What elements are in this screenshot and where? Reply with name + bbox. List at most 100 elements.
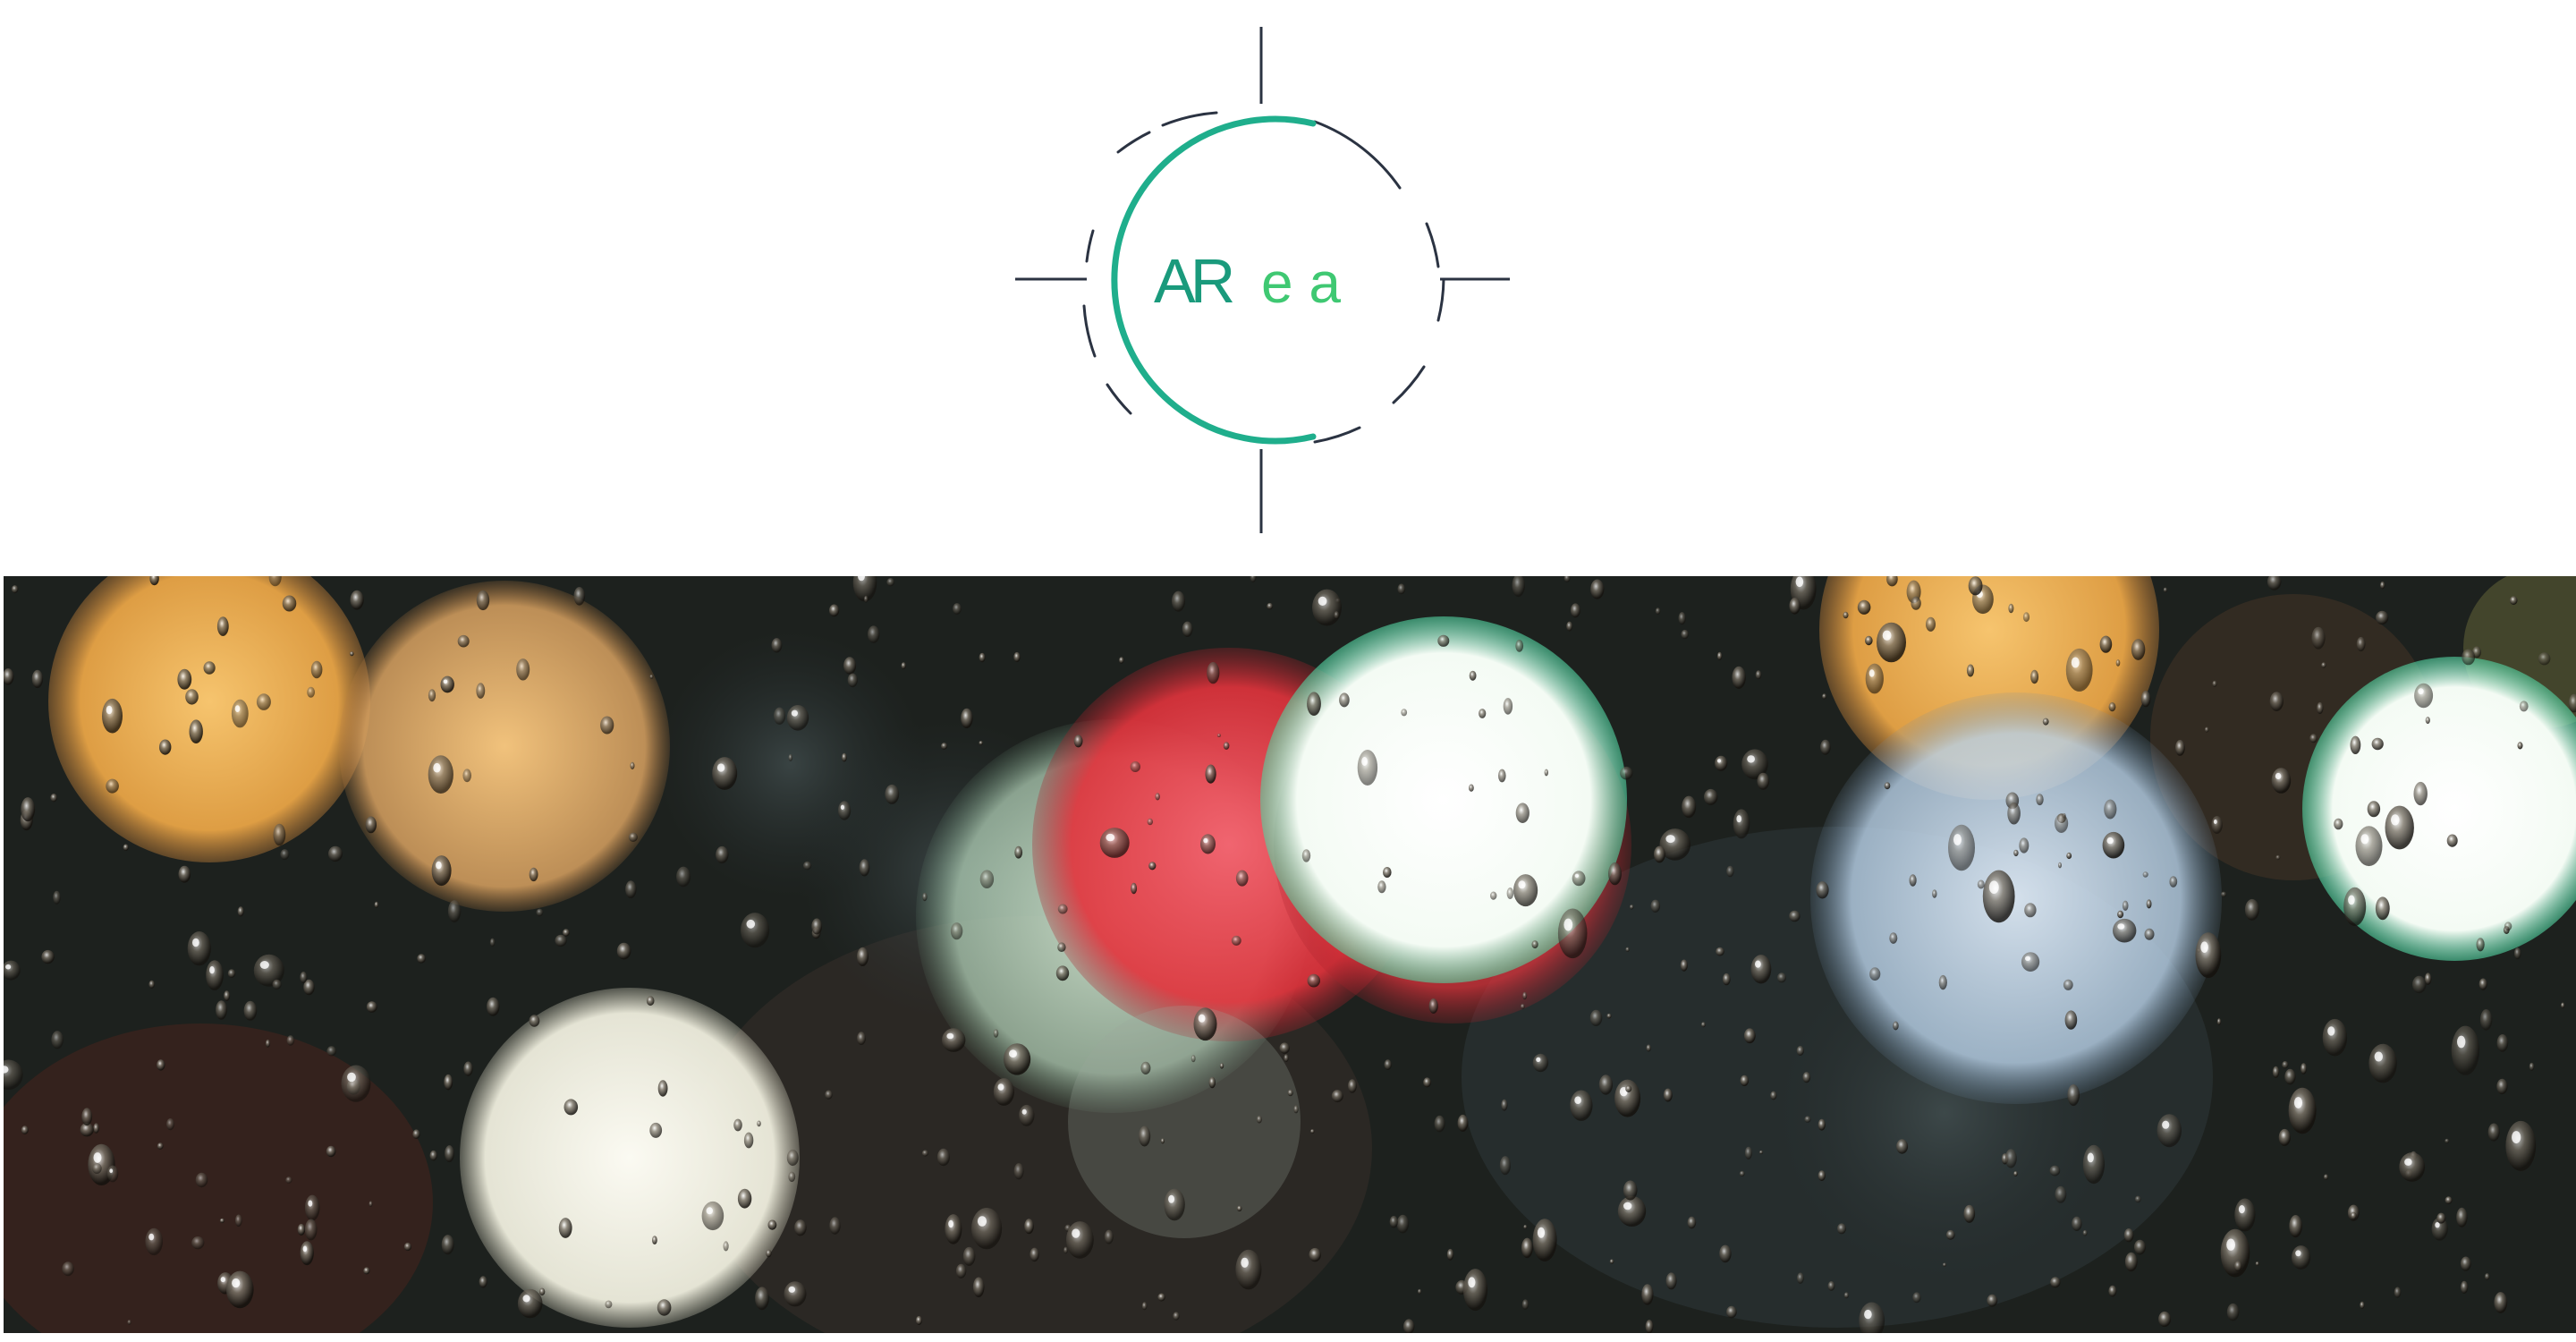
rain-drop — [1099, 828, 1130, 858]
rain-drop-highlight — [2360, 834, 2369, 845]
rain-drop — [2445, 1138, 2450, 1143]
rain-drop — [1566, 621, 1573, 632]
rain-drop — [1013, 651, 1021, 663]
rain-drop — [2311, 626, 2326, 650]
rain-drop-highlight — [977, 1216, 987, 1227]
rain-drop — [712, 757, 738, 790]
rain-drops — [4, 576, 2576, 1333]
rain-drop — [216, 1000, 227, 1020]
rain-drop — [786, 705, 809, 731]
rain-drop — [328, 845, 343, 862]
rain-drop — [2278, 1128, 2291, 1146]
rain-drop — [1513, 874, 1538, 907]
rain-drop — [1645, 1320, 1654, 1333]
rain-drop — [529, 1015, 540, 1027]
rain-drop — [657, 1080, 668, 1097]
rain-drop — [993, 1078, 1014, 1106]
rain-drop — [2022, 612, 2030, 623]
rain-drop — [1490, 891, 1497, 900]
rain-drop — [1235, 870, 1249, 887]
rain-drop — [852, 576, 877, 602]
rain-drop — [788, 753, 793, 761]
rain-drop — [2355, 826, 2383, 867]
rain-drop — [1457, 1114, 1469, 1132]
rain-drop — [285, 1176, 292, 1184]
rain-drop — [1822, 693, 1827, 700]
rain-drop — [178, 865, 191, 883]
rain-drop — [1740, 1074, 1750, 1086]
rain-drop — [1531, 940, 1538, 949]
rain-drop — [1646, 1044, 1651, 1052]
rain-drop-highlight — [259, 961, 269, 969]
rain-drop — [366, 1001, 377, 1013]
rain-drop — [868, 625, 880, 643]
rain-drop — [1818, 1170, 1826, 1181]
rain-drop — [1802, 1072, 1811, 1083]
rain-drop — [2271, 768, 2292, 794]
rain-drop — [1544, 769, 1549, 777]
rain-drop-highlight — [436, 861, 442, 870]
rain-drop — [2292, 1245, 2311, 1270]
rain-drop — [256, 693, 271, 710]
rain-drop — [2195, 932, 2222, 978]
rain-drop — [803, 861, 812, 871]
rain-drop — [676, 866, 691, 888]
rain-drop — [1655, 607, 1661, 615]
rain-drop — [307, 686, 315, 698]
rain-drop — [1256, 1115, 1262, 1124]
rain-drop-highlight — [308, 1200, 313, 1207]
rain-drop — [2058, 862, 2062, 869]
rain-drop — [2380, 582, 2385, 590]
rain-drop — [1157, 1293, 1165, 1302]
rain-drop — [1506, 888, 1514, 899]
rain-drop — [2451, 1025, 2480, 1075]
rain-drop — [829, 1217, 841, 1235]
rain-drop — [962, 1246, 976, 1266]
rain-drop-highlight — [2213, 820, 2217, 824]
rain-drop-highlight — [106, 705, 113, 715]
rain-drop — [701, 1201, 724, 1231]
rain-drop — [1726, 1305, 1737, 1319]
rain-drop — [1744, 1146, 1752, 1159]
rain-drop — [993, 1029, 999, 1038]
rain-drop — [2323, 1174, 2329, 1180]
rain-drop-highlight — [2404, 1158, 2412, 1166]
rain-drop — [440, 675, 454, 693]
rain-drop — [4, 668, 14, 685]
rain-drop-highlight — [1716, 759, 1722, 763]
rain-drop — [2030, 669, 2039, 684]
rain-drop — [1219, 1063, 1224, 1069]
area-logo-mark: AR e a — [1015, 27, 1510, 533]
rain-drop — [127, 1320, 131, 1325]
rain-drop — [1797, 1272, 1804, 1284]
rain-drop — [2517, 742, 2523, 750]
rain-drop — [573, 587, 586, 606]
rain-drop — [326, 1145, 336, 1158]
rain-drop — [1499, 1156, 1511, 1176]
rain-drop — [2445, 1196, 2453, 1204]
rain-drop — [50, 794, 57, 803]
rain-drop — [1620, 766, 1633, 780]
rain-drop-highlight — [2435, 1222, 2440, 1228]
rain-drop — [2367, 801, 2381, 818]
rain-drop — [1223, 742, 1230, 750]
rain-drop — [2115, 659, 2121, 667]
rain-drop — [92, 1163, 102, 1174]
rain-drop — [2462, 649, 2476, 666]
rain-drop-highlight — [2418, 688, 2424, 695]
rain-drop — [2301, 1063, 2307, 1074]
rain-drop — [2424, 973, 2432, 985]
rain-drop — [265, 1039, 271, 1048]
rain-drop-highlight — [1953, 834, 1962, 845]
rain-drop — [1231, 935, 1241, 946]
rain-drop — [857, 1032, 866, 1046]
rain-drop — [2568, 693, 2576, 713]
rain-drop — [4, 1059, 23, 1091]
rain-drop-highlight — [347, 1072, 356, 1083]
rain-drop — [649, 674, 654, 679]
rain-drop — [21, 1125, 29, 1134]
rain-drop — [2385, 805, 2414, 850]
rain-drop — [737, 1188, 752, 1209]
rain-drop — [462, 769, 471, 783]
rain-drop — [961, 708, 973, 729]
